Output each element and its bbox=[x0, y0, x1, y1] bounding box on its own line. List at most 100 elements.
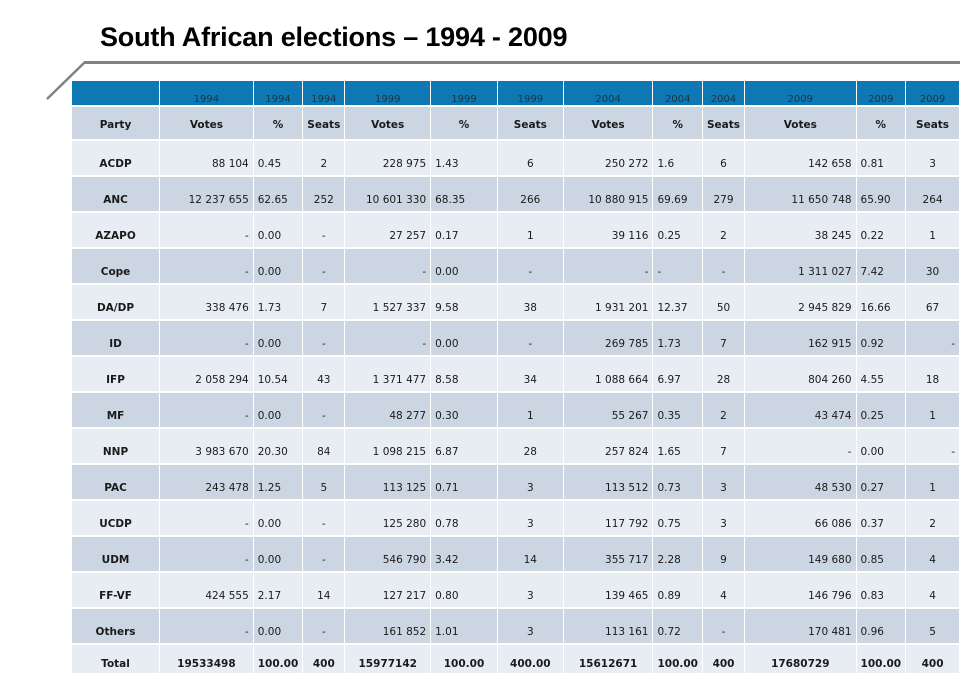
title-underline bbox=[84, 61, 960, 64]
cell-votes-2009: 11 650 748 bbox=[744, 176, 857, 213]
cell-pct-1994: 0.00 bbox=[253, 608, 304, 645]
cell-party: Cope bbox=[72, 248, 161, 285]
cell-seats-1999: 6 bbox=[497, 140, 564, 177]
cell-pct-2009: 100.00 bbox=[856, 644, 907, 675]
cell-votes-1994: 3 983 670 bbox=[159, 428, 254, 465]
cell-pct-1999: % bbox=[430, 106, 498, 141]
cell-seats-1994: 7 bbox=[302, 284, 346, 321]
cell-party: ANC bbox=[72, 176, 161, 213]
cell-party: UCDP bbox=[72, 500, 161, 537]
cell-votes-2004: 1 088 664 bbox=[563, 356, 654, 393]
cell-seats-1994: 14 bbox=[302, 572, 346, 609]
cell-seats-2004: - bbox=[702, 608, 746, 645]
cell-pct-2009: 0.96 bbox=[856, 608, 907, 645]
table-row: UCDP -0.00-125 280 0.78 3 117 792 0.75 3 66 086… bbox=[72, 500, 960, 537]
cell-votes-1994: - bbox=[159, 500, 254, 537]
cell-seats-2009: 1 bbox=[905, 392, 960, 429]
cell-seats-1999: 1 bbox=[497, 392, 564, 429]
cell-seats-2004: 7 bbox=[702, 320, 746, 357]
cell-votes-2004: - bbox=[563, 248, 654, 285]
cell-seats-2004: 3 bbox=[702, 500, 746, 537]
cell-pct-1999: 0.80 bbox=[430, 572, 498, 609]
cell-pct-1999: 1.01 bbox=[430, 608, 498, 645]
cell-pct-1999: 0.17 bbox=[430, 212, 498, 249]
cell-seats-2009: 2 bbox=[905, 500, 960, 537]
cell-votes-2004: Votes bbox=[563, 106, 654, 141]
cell-pct-2009: 0.22 bbox=[856, 212, 907, 249]
cell-pct-1994: 2.17 bbox=[253, 572, 304, 609]
cell-votes-1999: 161 852 bbox=[344, 608, 432, 645]
cell-pct-2004: 1.6 bbox=[652, 140, 703, 177]
cell-party: Others bbox=[72, 608, 161, 645]
cell-seats-2009: 4 bbox=[905, 536, 960, 573]
cell-seats-2009: Seats bbox=[905, 106, 960, 141]
cell-pct-2009: 0.81 bbox=[856, 140, 907, 177]
cell-votes-2009: 162 915 bbox=[744, 320, 857, 357]
cell-votes-2004: 39 116 bbox=[563, 212, 654, 249]
cell-seats-2009: 400 bbox=[905, 644, 960, 675]
cell-pct-2009: % bbox=[856, 106, 907, 141]
cell-pct-2004: 0.75 bbox=[652, 500, 703, 537]
cell-votes-1999: - bbox=[344, 248, 432, 285]
cell-party: MF bbox=[72, 392, 161, 429]
cell-pct-1994: 0.00 bbox=[253, 500, 304, 537]
cell-seats-1994: - bbox=[302, 536, 346, 573]
cell-pct-1999: 0.00 bbox=[430, 320, 498, 357]
cell-seats-1999: Seats bbox=[497, 106, 564, 141]
cell-pct-2004: 0.72 bbox=[652, 608, 703, 645]
slide-title: South African elections – 1994 - 2009 bbox=[100, 22, 568, 52]
cell-votes-1994: 12 237 655 bbox=[159, 176, 254, 213]
cell-pct-1999: 0.71 bbox=[430, 464, 498, 501]
cell-seats-1994: 84 bbox=[302, 428, 346, 465]
cell-seats-1999: 28 bbox=[497, 428, 564, 465]
cell-seats-2004: 2 bbox=[702, 392, 746, 429]
cell-party: UDM bbox=[72, 536, 161, 573]
table-row: IFP 2 058 294 10.54 43 1 371 477 8.58 34 1 088 … bbox=[72, 356, 960, 393]
cell-votes-1999: 1 371 477 bbox=[344, 356, 432, 393]
cell-votes-2009: 38 245 bbox=[744, 212, 857, 249]
cell-seats-2004: 400 bbox=[702, 644, 746, 675]
cell-pct-2009: 16.66 bbox=[856, 284, 907, 321]
cell-votes-1994: - bbox=[159, 212, 254, 249]
cell-votes-1999: 48 277 bbox=[344, 392, 432, 429]
table-row: ACDP 88 104 0.45 2 228 975 1.43 6 250 272 1.6 6 14… bbox=[72, 140, 960, 177]
cell-pct-1994: 62.65 bbox=[253, 176, 304, 213]
cell-votes-1994: - bbox=[159, 320, 254, 357]
cell-votes-1994: Votes bbox=[159, 106, 254, 141]
cell-seats-2004: 6 bbox=[702, 140, 746, 177]
cell-seats-1999: 34 bbox=[497, 356, 564, 393]
cell-votes-2004: 1 931 201 bbox=[563, 284, 654, 321]
cell-seats-1994: - bbox=[302, 608, 346, 645]
cell-pct-2009: 2009 bbox=[856, 81, 907, 107]
cell-seats-2009: 2009 bbox=[905, 81, 960, 107]
cell-votes-1999: 1 527 337 bbox=[344, 284, 432, 321]
cell-party: AZAPO bbox=[72, 212, 161, 249]
cell-pct-1994: 0.00 bbox=[253, 320, 304, 357]
cell-votes-2009: 2009 bbox=[744, 81, 857, 107]
cell-party: Party bbox=[72, 106, 161, 141]
cell-seats-1999: - bbox=[497, 320, 564, 357]
cell-votes-2009: - bbox=[744, 428, 857, 465]
cell-votes-2009: 1 311 027 bbox=[744, 248, 857, 285]
table-row: ANC 12 237 655 62.65 252 10 601 330 68.35 266 1… bbox=[72, 176, 960, 213]
cell-pct-1999: 1.43 bbox=[430, 140, 498, 177]
cell-seats-2004: - bbox=[702, 248, 746, 285]
table-row: AZAPO -0.00-27 257 0.17 1 39 116 0.25 2 38 245 0… bbox=[72, 212, 960, 249]
cell-votes-1999: 228 975 bbox=[344, 140, 432, 177]
cell-votes-2009: 17680729 bbox=[744, 644, 857, 675]
cell-seats-2009: 30 bbox=[905, 248, 960, 285]
cell-pct-2009: 4.55 bbox=[856, 356, 907, 393]
cell-votes-1994: 338 476 bbox=[159, 284, 254, 321]
cell-seats-2009: - bbox=[905, 320, 960, 357]
cell-votes-1999: 10 601 330 bbox=[344, 176, 432, 213]
table-row: Others -0.00-161 852 1.01 3 113 161 0.72-170 … bbox=[72, 608, 960, 645]
elections-table: 1994 1994 1994 1999 1999 1999 2004 2004 2004 2009… bbox=[72, 81, 960, 675]
cell-pct-1999: 0.78 bbox=[430, 500, 498, 537]
cell-seats-1999: 3 bbox=[497, 464, 564, 501]
cell-pct-2004: 6.97 bbox=[652, 356, 703, 393]
cell-pct-1999: 3.42 bbox=[430, 536, 498, 573]
cell-votes-2009: Votes bbox=[744, 106, 857, 141]
cell-party: NNP bbox=[72, 428, 161, 465]
cell-votes-2004: 257 824 bbox=[563, 428, 654, 465]
cell-votes-1999: 1 098 215 bbox=[344, 428, 432, 465]
